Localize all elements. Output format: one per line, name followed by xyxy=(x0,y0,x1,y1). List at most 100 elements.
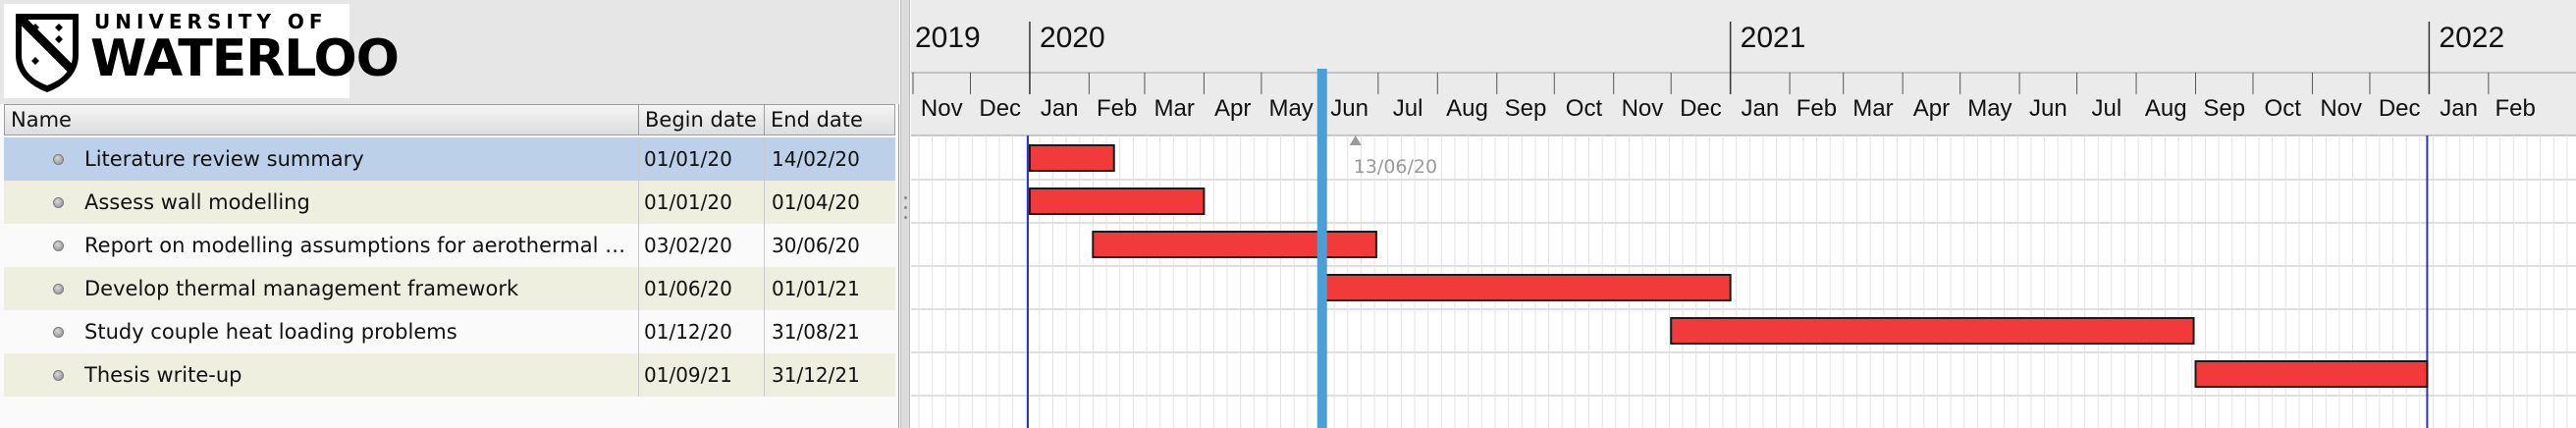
month-label: Jan xyxy=(1742,95,1780,122)
task-row[interactable]: Develop thermal management framework 01/… xyxy=(4,267,895,310)
month-label: Sep xyxy=(1505,95,1547,122)
task-name[interactable]: Assess wall modelling xyxy=(84,190,310,214)
logo-main-text: WATERLOO xyxy=(90,29,400,88)
month-label: Feb xyxy=(1797,95,1837,122)
month-label: Dec xyxy=(2379,95,2421,122)
task-name[interactable]: Literature review summary xyxy=(84,147,364,171)
task-end-date[interactable]: 14/02/20 xyxy=(772,147,860,171)
task-bar xyxy=(1092,231,1377,258)
column-divider xyxy=(638,267,639,310)
task-bullet-icon xyxy=(53,327,64,338)
column-header-begin-date[interactable]: Begin date xyxy=(639,105,765,134)
month-label: Feb xyxy=(2495,95,2535,122)
month-label: Feb xyxy=(1097,95,1137,122)
month-label: Dec xyxy=(979,95,1021,122)
month-label: Dec xyxy=(1680,95,1722,122)
task-bar xyxy=(1670,317,2195,345)
month-label: Aug xyxy=(1446,95,1488,122)
month-label: Aug xyxy=(2145,95,2187,122)
month-label: Jul xyxy=(1393,95,1423,122)
task-bullet-icon xyxy=(53,370,64,381)
month-label: Jun xyxy=(2029,95,2067,122)
task-bar xyxy=(1028,187,1206,215)
month-label: Oct xyxy=(1566,95,1603,122)
task-bar xyxy=(1319,274,1732,301)
month-label: Mar xyxy=(1154,95,1195,122)
month-label: Nov xyxy=(2320,95,2362,122)
column-divider xyxy=(764,137,765,181)
year-label: 2019 xyxy=(915,22,981,54)
task-row[interactable]: Report on modelling assumptions for aero… xyxy=(4,224,895,267)
task-begin-date[interactable]: 01/01/20 xyxy=(644,147,732,171)
timeline-header xyxy=(911,0,2576,135)
today-date-label: 13/06/20 xyxy=(1354,156,1437,178)
column-divider xyxy=(764,267,765,310)
task-row[interactable]: Literature review summary 01/01/20 14/02… xyxy=(4,137,895,181)
task-end-date[interactable]: 31/12/21 xyxy=(772,363,860,387)
month-label: Apr xyxy=(1214,95,1251,122)
column-header-name[interactable]: Name xyxy=(5,105,639,134)
task-name[interactable]: Develop thermal management framework xyxy=(84,277,519,300)
task-row[interactable]: Thesis write-up 01/09/21 31/12/21 xyxy=(4,353,895,397)
logo-area: UNIVERSITY OF WATERLOO xyxy=(0,0,899,104)
task-bar xyxy=(1028,144,1115,172)
column-divider xyxy=(764,310,765,353)
task-name[interactable]: Study couple heat loading problems xyxy=(84,320,457,344)
today-marker-icon xyxy=(1349,135,1362,145)
task-bullet-icon xyxy=(53,154,64,165)
month-label: May xyxy=(1967,95,2012,122)
task-end-date[interactable]: 31/08/21 xyxy=(772,320,860,344)
month-label: Sep xyxy=(2203,95,2245,122)
task-begin-date[interactable]: 01/09/21 xyxy=(644,363,732,387)
university-logo: UNIVERSITY OF WATERLOO xyxy=(4,4,400,98)
task-end-date[interactable]: 01/04/20 xyxy=(772,190,860,214)
task-name[interactable]: Thesis write-up xyxy=(84,363,242,387)
task-begin-date[interactable]: 01/12/20 xyxy=(644,320,732,344)
logo-top-text: UNIVERSITY OF xyxy=(94,10,328,33)
task-table-pane: UNIVERSITY OF WATERLOO Name Begin date E… xyxy=(0,0,899,428)
month-label: Mar xyxy=(1852,95,1893,122)
splitter-grip-icon xyxy=(904,216,907,219)
task-row[interactable]: Assess wall modelling 01/01/20 01/04/20 xyxy=(4,181,895,224)
column-divider xyxy=(764,224,765,267)
task-bullet-icon xyxy=(53,197,64,208)
task-name[interactable]: Report on modelling assumptions for aero… xyxy=(84,234,634,257)
month-label: Apr xyxy=(1913,95,1950,122)
month-label: Jan xyxy=(2440,95,2478,122)
splitter-grip-icon xyxy=(904,206,907,209)
column-divider xyxy=(638,181,639,224)
month-label: Jun xyxy=(1330,95,1368,122)
task-begin-date[interactable]: 01/01/20 xyxy=(644,190,732,214)
gantt-chart[interactable]: Nov Dec Jan Feb Mar Apr May Jun Jul Aug Sep Oct Nov D… xyxy=(911,0,2576,428)
task-bullet-icon xyxy=(53,284,64,294)
task-bullet-icon xyxy=(53,241,64,251)
today-line xyxy=(1316,69,1327,428)
task-end-date[interactable]: 30/06/20 xyxy=(772,234,860,257)
column-divider xyxy=(638,137,639,181)
year-label: 2021 xyxy=(1741,22,1806,54)
month-label: Jul xyxy=(2091,95,2121,122)
month-label: Oct xyxy=(2265,95,2302,122)
task-end-date[interactable]: 01/01/21 xyxy=(772,277,860,300)
column-divider xyxy=(638,353,639,397)
gantt-chart-canvas: Nov Dec Jan Feb Mar Apr May Jun Jul Aug Sep Oct Nov D… xyxy=(911,0,2576,428)
task-bar xyxy=(2194,360,2429,388)
month-label: Jan xyxy=(1041,95,1079,122)
year-label: 2020 xyxy=(1040,22,1105,54)
column-header-end-date[interactable]: End date xyxy=(771,108,863,132)
table-header: Name Begin date End date xyxy=(4,104,895,135)
column-divider xyxy=(638,310,639,353)
column-divider xyxy=(764,353,765,397)
task-row[interactable]: Study couple heat loading problems 01/12… xyxy=(4,310,895,353)
column-divider xyxy=(764,181,765,224)
splitter-grip-icon xyxy=(904,196,907,199)
year-label: 2022 xyxy=(2439,22,2504,54)
task-begin-date[interactable]: 01/06/20 xyxy=(644,277,732,300)
month-label: Nov xyxy=(921,95,963,122)
month-label: Nov xyxy=(1622,95,1664,122)
column-divider xyxy=(638,224,639,267)
university-crest-icon xyxy=(16,14,79,92)
task-begin-date[interactable]: 03/02/20 xyxy=(644,234,732,257)
pane-splitter[interactable] xyxy=(900,0,910,428)
month-label: May xyxy=(1268,95,1313,122)
